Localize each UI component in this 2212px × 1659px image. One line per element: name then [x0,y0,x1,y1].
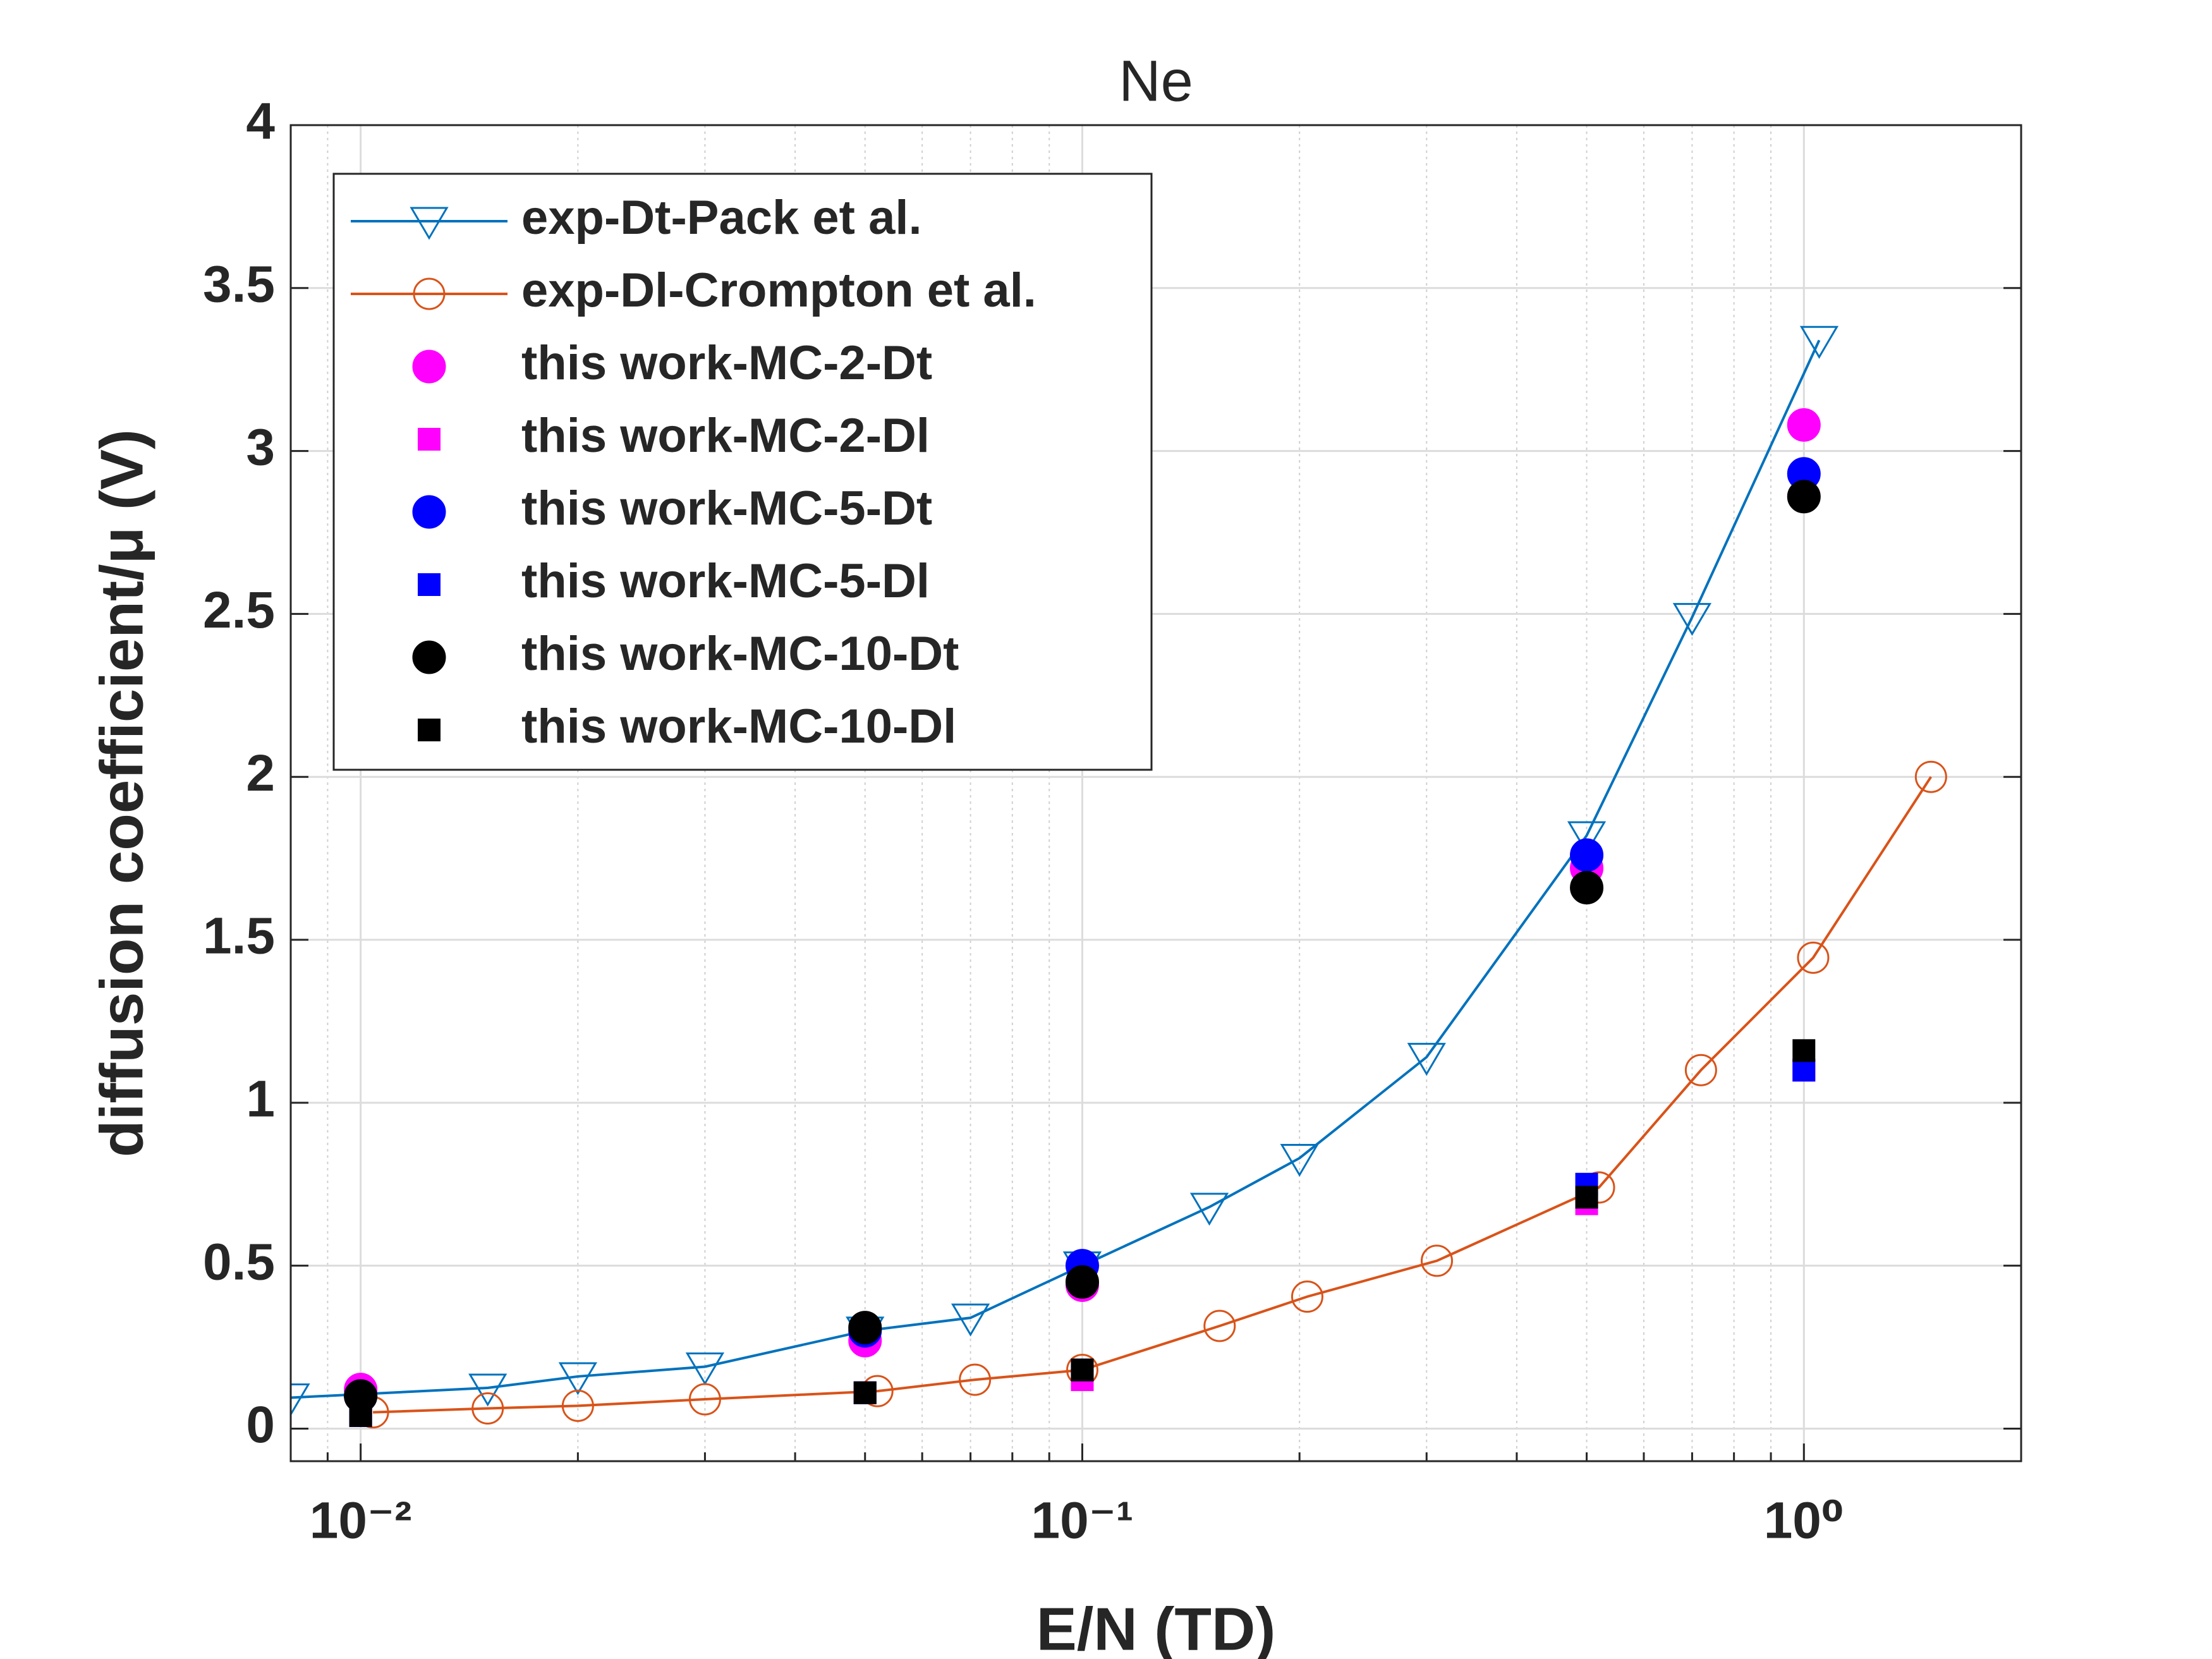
marker-circle [1914,760,1947,793]
marker-circle [413,277,446,310]
marker-triangle [558,1362,597,1395]
marker-triangle [685,1352,725,1386]
y-tick-label: 3.5 [203,255,275,313]
marker-triangle [1280,1143,1319,1177]
y-tick-label: 1 [246,1070,275,1127]
marker-triangle [1407,1043,1446,1076]
x-tick-label: 10⁻¹ [1031,1492,1134,1550]
marker-square [418,428,441,451]
marker-circle [1203,1310,1236,1342]
legend-box [332,173,1153,771]
marker-square [1792,1039,1816,1062]
legend-label: this work-MC-2-Dl [521,409,930,463]
chart-title: Ne [1119,49,1193,113]
y-tick-label: 2.5 [203,581,275,639]
marker-circle [412,495,446,529]
axes-box [289,124,2022,1462]
marker-circle [1684,1054,1717,1086]
y-tick-label: 3 [246,418,275,476]
marker-triangle [1189,1193,1229,1226]
marker-circle [412,640,446,674]
legend-label: this work-MC-10-Dl [521,700,956,753]
marker-circle [1570,838,1604,872]
plot [291,325,1947,1429]
axes: 10⁻² 10⁻¹ 10⁰ 0 0.5 1 1.5 2 2.5 3 3.5 4 [203,93,2022,1550]
marker-circle [471,1392,504,1425]
marker-circle [959,1363,992,1396]
y-axis-label: diffusion coefficient/μ (V) [88,429,155,1157]
legend-label: this work-MC-5-Dt [521,482,932,535]
legend-label: exp-Dt-Pack et al. [521,191,922,245]
marker-circle [1421,1244,1454,1277]
marker-triangle [468,1373,507,1407]
legend-label: exp-Dl-Crompton et al. [521,264,1036,317]
series-line [373,776,1933,1414]
legend-label: this work-MC-10-Dt [521,627,959,681]
marker-circle [1291,1280,1323,1313]
marker-circle [1787,408,1821,442]
marker-square [1792,1059,1816,1082]
marker-square [1575,1186,1598,1209]
x-tick-label: 10⁰ [1764,1492,1844,1550]
x-tick-label: 10⁻² [310,1492,412,1550]
marker-square [418,573,441,596]
marker-circle [688,1383,721,1416]
y-tick-label: 2 [246,744,275,802]
marker-circle [1065,1265,1099,1299]
marker-circle [848,1311,882,1345]
marker-circle [412,349,446,384]
y-tick-label: 0.5 [203,1233,275,1291]
marker-square [853,1381,877,1404]
marker-circle [561,1389,594,1422]
marker-circle [1797,941,1830,974]
legend-label: this work-MC-5-Dl [521,554,930,608]
y-tick-label: 4 [246,93,275,150]
legend-label: this work-MC-2-Dt [521,336,932,390]
marker-triangle [1567,821,1607,854]
marker-triangle [1672,603,1712,636]
marker-square [418,719,441,741]
x-axis-label: E/N (TD) [1036,1595,1276,1659]
marker-square [349,1404,372,1427]
marker-triangle [1799,325,1839,359]
legend: exp-Dt-Pack et al. exp-Dl-Crompton et al.… [332,173,1153,771]
marker-triangle [291,1383,310,1417]
marker-circle [1570,871,1604,905]
y-tick-label: 0 [246,1396,275,1454]
y-tick-label: 1.5 [203,908,275,965]
marker-triangle [951,1303,990,1337]
marker-circle [1787,480,1821,514]
marker-square [1071,1358,1094,1382]
marker-triangle [410,207,449,240]
